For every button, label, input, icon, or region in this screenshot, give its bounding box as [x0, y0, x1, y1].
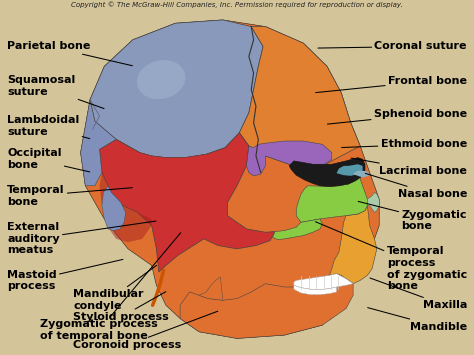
Text: Zygomatic
bone: Zygomatic bone	[358, 201, 467, 231]
Polygon shape	[128, 153, 206, 186]
Text: Parietal bone: Parietal bone	[7, 42, 132, 66]
Polygon shape	[246, 141, 332, 176]
Polygon shape	[294, 274, 353, 290]
Polygon shape	[289, 158, 365, 186]
Polygon shape	[329, 206, 377, 284]
Text: Lacrimal bone: Lacrimal bone	[351, 158, 467, 176]
Text: Styloid process: Styloid process	[73, 292, 169, 322]
Text: Mandibular
condyle: Mandibular condyle	[73, 266, 156, 311]
Text: Copyright © The McGraw-Hill Companies, Inc. Permission required for reproduction: Copyright © The McGraw-Hill Companies, I…	[71, 2, 403, 9]
Polygon shape	[239, 27, 360, 169]
Text: Coronoid process: Coronoid process	[73, 311, 218, 350]
Polygon shape	[90, 20, 263, 158]
Polygon shape	[102, 186, 126, 231]
Text: Temporal
bone: Temporal bone	[7, 185, 132, 207]
Text: Ethmoid bone: Ethmoid bone	[342, 139, 467, 149]
Text: Occipital
bone: Occipital bone	[7, 148, 90, 172]
Polygon shape	[199, 277, 223, 300]
Text: Squamosal
suture: Squamosal suture	[7, 76, 104, 109]
Polygon shape	[296, 173, 367, 222]
Polygon shape	[100, 173, 152, 242]
Text: Sphenoid bone: Sphenoid bone	[328, 109, 467, 124]
Text: Coronal suture: Coronal suture	[318, 42, 467, 51]
Text: Zygomatic process
of temporal bone: Zygomatic process of temporal bone	[40, 233, 181, 341]
Text: Frontal bone: Frontal bone	[316, 76, 467, 93]
Text: Mandible: Mandible	[368, 308, 467, 332]
Text: External
auditory
meatus: External auditory meatus	[7, 221, 156, 256]
Text: Lambdoidal
suture: Lambdoidal suture	[7, 115, 90, 138]
Polygon shape	[294, 285, 337, 295]
Polygon shape	[273, 219, 322, 240]
Polygon shape	[337, 164, 363, 176]
Text: Maxilla: Maxilla	[370, 278, 467, 310]
Polygon shape	[180, 275, 353, 338]
Polygon shape	[100, 133, 275, 272]
Text: Temporal
process
of zygomatic
bone: Temporal process of zygomatic bone	[315, 222, 467, 291]
Polygon shape	[367, 192, 379, 212]
Polygon shape	[81, 99, 116, 186]
Text: Nasal bone: Nasal bone	[365, 173, 467, 199]
Ellipse shape	[137, 60, 185, 99]
Text: Mastoid
process: Mastoid process	[7, 260, 123, 291]
Polygon shape	[353, 171, 369, 178]
Polygon shape	[81, 20, 379, 338]
